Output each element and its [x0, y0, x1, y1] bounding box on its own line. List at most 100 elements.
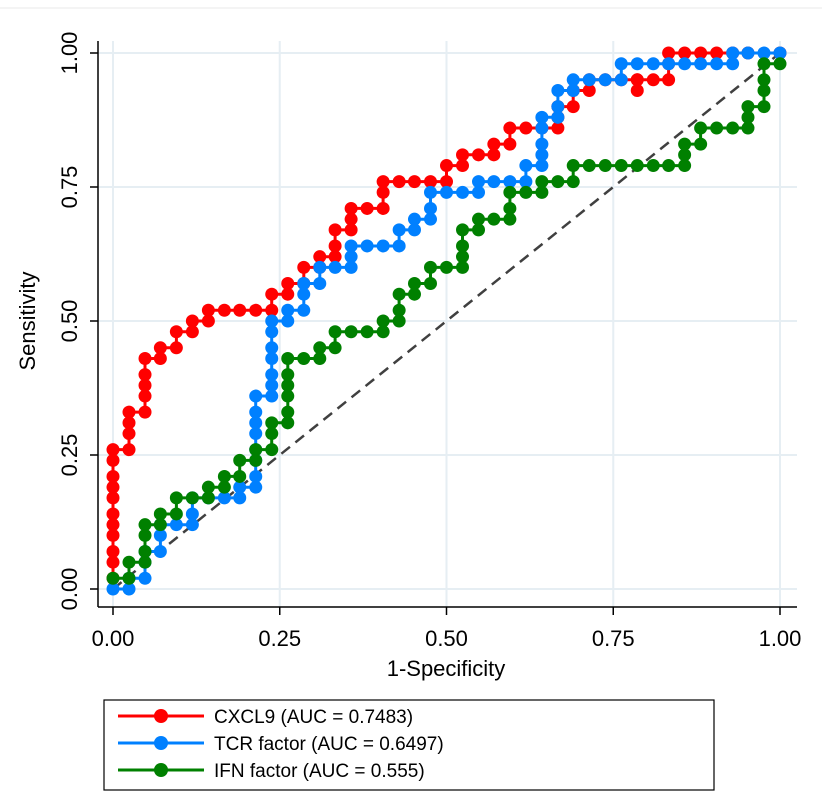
series-2-point-22 — [265, 416, 279, 430]
series-0-point-41 — [328, 223, 342, 237]
series-2-point-2 — [122, 555, 136, 569]
series-1-point-60 — [535, 159, 549, 173]
series-0-point-51 — [423, 175, 437, 189]
series-0-point-10 — [106, 443, 120, 457]
series-1-point-36 — [297, 276, 311, 290]
series-1-point-39 — [328, 260, 342, 274]
series-2-point-8 — [153, 507, 167, 521]
series-1-point-57 — [503, 175, 517, 189]
x-tick-label-3: 0.75 — [592, 626, 635, 651]
series-2-point-65 — [630, 159, 644, 173]
axes — [97, 41, 797, 608]
series-2-point-27 — [281, 368, 295, 382]
series-1-point-54 — [472, 185, 486, 199]
series-1-point-9 — [169, 518, 183, 532]
series-1-point-1 — [122, 582, 136, 596]
series-0-point-80 — [694, 46, 708, 60]
series-0-point-15 — [138, 405, 152, 419]
series-1-point-69 — [566, 73, 580, 87]
series-0-point-61 — [519, 121, 533, 135]
series-2-point-4 — [138, 544, 152, 558]
series-1-point-75 — [646, 57, 660, 71]
series-2-point-36 — [376, 325, 390, 339]
series-1-point-28 — [265, 352, 279, 366]
series-0-point-44 — [344, 201, 358, 215]
series-1-point-63 — [535, 121, 549, 135]
series-1-point-44 — [376, 239, 390, 253]
series-0-point-46 — [376, 201, 390, 215]
series-2-point-51 — [472, 212, 486, 226]
series-1-point-62 — [535, 137, 549, 151]
series-1-point-70 — [582, 73, 596, 87]
ticks: 0.00 0.00 0.25 0.25 0.50 0.50 0.75 0.75 1.00 1.00 — [57, 32, 801, 651]
series-0-point-39 — [328, 250, 342, 264]
series-0-point-29 — [233, 303, 247, 317]
series-1-point-42 — [344, 239, 358, 253]
series-1-point-59 — [519, 159, 533, 173]
series-2-point-16 — [233, 469, 247, 483]
series-1-point-55 — [472, 175, 486, 189]
legend-swatch-marker-0 — [154, 709, 168, 723]
series-0-point-27 — [201, 303, 215, 317]
series-2-point-52 — [487, 212, 501, 226]
series-2-point-20 — [265, 443, 279, 457]
series-1-point-76 — [662, 57, 676, 71]
series-0-point-4 — [106, 518, 120, 532]
series-1-point-65 — [551, 110, 565, 124]
series-2-point-61 — [566, 159, 580, 173]
series-1-point-79 — [710, 57, 724, 71]
series-2-point-1 — [122, 571, 136, 585]
series-2-point-23 — [281, 416, 295, 430]
series-0-point-18 — [138, 368, 152, 382]
series-0-point-32 — [265, 287, 279, 301]
series-1-point-23 — [249, 405, 263, 419]
series-2-point-71 — [694, 137, 708, 151]
series-2-point-12 — [201, 491, 215, 505]
series-2-point-54 — [503, 201, 517, 215]
series-2-point-13 — [201, 480, 215, 494]
series-2-point-76 — [741, 110, 755, 124]
series-2-point-15 — [217, 469, 231, 483]
series-1-point-0 — [106, 582, 120, 596]
y-tick-label-1: 0.25 — [57, 434, 82, 477]
series-2-point-21 — [265, 427, 279, 441]
series-1-point-53 — [456, 185, 470, 199]
series-0-point-17 — [138, 378, 152, 392]
series-0-point-45 — [360, 201, 374, 215]
series-0-point-76 — [662, 73, 676, 87]
series-2-point-26 — [281, 378, 295, 392]
series-0-point-48 — [376, 175, 390, 189]
series-2-point-30 — [313, 352, 327, 366]
series-2-point-62 — [582, 159, 596, 173]
series-0-point-78 — [662, 46, 676, 60]
legend: CXCL9 (AUC = 0.7483) TCR factor (AUC = 0.… — [103, 699, 715, 791]
series-1-point-82 — [741, 46, 755, 60]
series-0-point-81 — [710, 46, 724, 60]
legend-entry-1: TCR factor (AUC = 0.6497) — [118, 734, 444, 755]
series-0-point-73 — [630, 84, 644, 98]
series-1-point-51 — [423, 185, 437, 199]
series-1-point-24 — [249, 389, 263, 403]
series-2-point-9 — [169, 507, 183, 521]
series-2-point-40 — [392, 287, 406, 301]
series-1-point-3 — [138, 571, 152, 585]
series-1-point-15 — [233, 491, 247, 505]
legend-label-0: CXCL9 (AUC = 0.7483) — [214, 707, 413, 728]
series-2-point-58 — [535, 175, 549, 189]
series-0-point-50 — [407, 175, 421, 189]
series-2-point-35 — [360, 325, 374, 339]
series-1-point-41 — [344, 250, 358, 264]
series-2-point-32 — [328, 341, 342, 355]
series-2-point-7 — [153, 518, 167, 532]
series-1-point-17 — [249, 480, 263, 494]
legend-entry-2: IFN factor (AUC = 0.555) — [118, 761, 425, 782]
series-1-point-34 — [297, 303, 311, 317]
x-axis-title: 1-Specificity — [387, 656, 506, 681]
series-0-point-63 — [551, 121, 565, 135]
series-1-point-49 — [423, 212, 437, 226]
series-2-point-74 — [726, 121, 740, 135]
series-1-point-78 — [694, 57, 708, 71]
series-1-point-35 — [297, 287, 311, 301]
series-0-point-53 — [440, 159, 453, 173]
series-0-point-20 — [153, 352, 167, 366]
